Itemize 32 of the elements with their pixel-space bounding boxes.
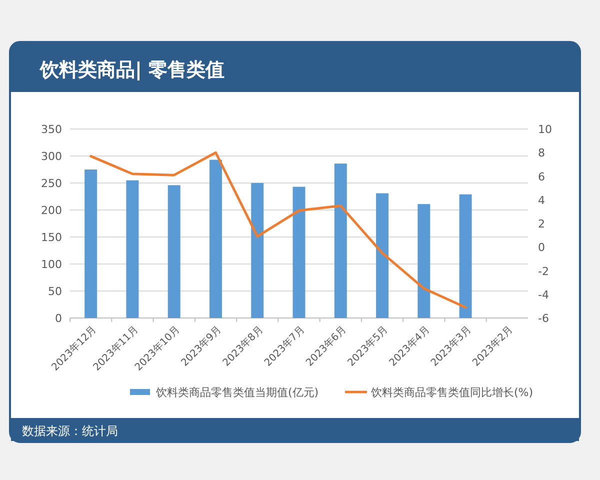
- bar: [84, 170, 98, 318]
- bar: [334, 164, 347, 318]
- y2-tick-label: -4: [538, 288, 549, 302]
- y-tick-label: 50: [48, 285, 62, 298]
- bar: [376, 193, 389, 318]
- y-tick-label: 200: [41, 204, 62, 217]
- y2-tick-label: 4: [538, 194, 545, 207]
- source-note: 数据来源：统计局: [22, 424, 118, 438]
- line-series: [90, 151, 467, 309]
- bar: [126, 180, 139, 318]
- y2-tick-label: 2: [538, 218, 545, 230]
- y2-tick-label: 6: [538, 170, 545, 184]
- bar: [418, 204, 430, 318]
- y2-tick-label: 0: [538, 241, 545, 254]
- y2-tick-label: -6: [538, 312, 549, 325]
- y-tick-label: 150: [41, 231, 62, 244]
- y-tick-label: 300: [41, 150, 62, 163]
- bar: [459, 194, 472, 318]
- y-tick-label: 350: [41, 123, 62, 136]
- y2-tick-label: 10: [538, 123, 552, 136]
- legend-label: 饮料类商品零售类值同比增长(%): [370, 386, 534, 399]
- y2-tick-label: 8: [538, 146, 545, 160]
- y-tick-label: 250: [41, 177, 62, 190]
- y2-tick-label: -2: [538, 264, 549, 278]
- legend-label: 饮料类商品零售类值当期值(亿元): [155, 386, 319, 399]
- bar: [292, 186, 306, 318]
- y-tick-label: 0: [55, 312, 62, 325]
- bar: [209, 160, 222, 318]
- y-tick-label: 100: [41, 258, 62, 271]
- bar: [251, 183, 264, 318]
- bar: [168, 185, 180, 318]
- chart-title: 饮料类商品| 零售类值: [39, 59, 225, 81]
